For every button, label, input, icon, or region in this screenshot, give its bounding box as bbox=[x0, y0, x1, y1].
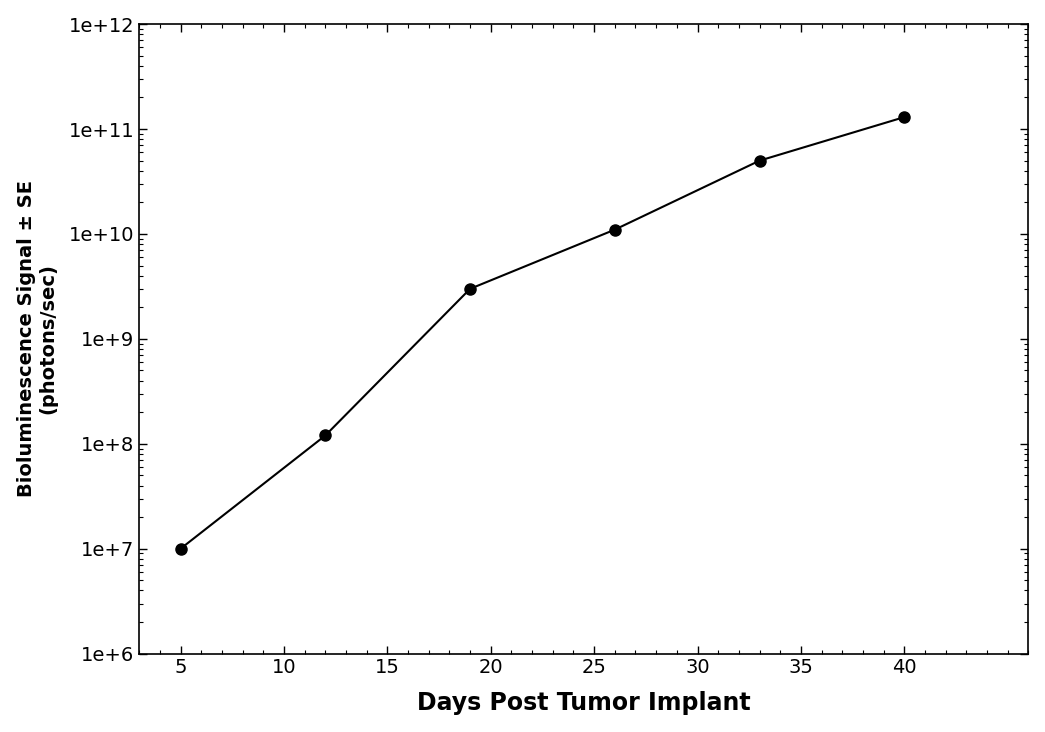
X-axis label: Days Post Tumor Implant: Days Post Tumor Implant bbox=[417, 691, 750, 715]
Y-axis label: Bioluminescence Signal ± SE
(photons/sec): Bioluminescence Signal ± SE (photons/sec… bbox=[17, 180, 57, 497]
